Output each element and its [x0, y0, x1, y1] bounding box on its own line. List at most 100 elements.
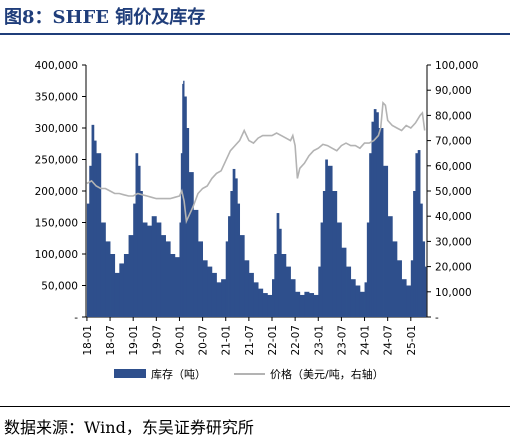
- x-tick-label: 22-01: [267, 325, 279, 356]
- inventory-bar: [135, 153, 139, 317]
- inventory-bar: [327, 165, 333, 317]
- left-tick-label: 100,000: [35, 249, 78, 261]
- inventory-bar: [392, 241, 398, 317]
- inventory-bar: [378, 128, 384, 317]
- inventory-bar: [114, 272, 120, 317]
- right-tick-label: 60,000: [435, 161, 472, 173]
- inventory-bar: [424, 266, 427, 317]
- inventory-bar: [359, 291, 365, 317]
- left-tick-label: -: [74, 312, 78, 324]
- inventory-bar: [110, 254, 116, 317]
- inventory-bar: [341, 247, 347, 317]
- legend-inventory-label: 库存（吨）: [151, 367, 206, 381]
- inventory-bar: [100, 222, 106, 317]
- right-tick-label: 90,000: [435, 85, 472, 97]
- inventory-bar: [415, 153, 419, 317]
- inventory-bar: [174, 257, 180, 317]
- right-tick-label: 100,000: [435, 60, 478, 72]
- inventory-bar: [207, 266, 213, 317]
- left-tick-label: 250,000: [35, 155, 78, 167]
- inventory-bar: [281, 254, 287, 317]
- inventory-bar: [230, 191, 234, 317]
- inventory-bar: [309, 293, 315, 317]
- inventory-bar: [406, 285, 412, 317]
- x-tick-label: 21-01: [221, 325, 233, 356]
- inventory-bar: [179, 222, 182, 317]
- inventory-bar: [318, 266, 321, 317]
- inventory-bar: [237, 203, 241, 317]
- x-tick-label: 24-01: [360, 325, 372, 356]
- inventory-bar: [160, 235, 166, 317]
- inventory-bar: [420, 203, 423, 317]
- x-axis: 18-01 18-07 19-01 19-07 20-01 20-07 21-01 21-07…: [82, 317, 418, 356]
- inventory-bar: [299, 294, 305, 317]
- inventory-bar: [248, 272, 254, 317]
- right-tick-label: 30,000: [435, 236, 472, 248]
- inventory-bar: [221, 279, 227, 317]
- inventory-bar: [373, 109, 377, 317]
- right-tick-label: 40,000: [435, 211, 472, 223]
- inventory-bar: [119, 263, 125, 317]
- inventory-bar: [170, 254, 176, 317]
- inventory-bar: [267, 294, 273, 317]
- inventory-bar: [410, 260, 414, 317]
- inventory-bar: [133, 203, 136, 317]
- legend-inventory-swatch: [114, 369, 146, 378]
- price-line-path: [86, 100, 426, 225]
- inventory-bar: [285, 266, 291, 317]
- left-tick-label: 350,000: [35, 92, 78, 104]
- x-tick-label: 19-01: [128, 325, 140, 356]
- inventory-bar: [165, 241, 171, 317]
- inventory-bar: [211, 272, 217, 317]
- x-tick-label: 20-07: [198, 325, 210, 356]
- right-tick-label: -: [435, 312, 439, 324]
- x-tick-label: 21-07: [244, 325, 256, 356]
- right-tick-label: 20,000: [435, 262, 472, 274]
- inventory-bar: [364, 282, 368, 317]
- inventory-bar: [262, 293, 268, 317]
- inventory-bar: [137, 165, 141, 317]
- inventory-bar: [142, 222, 148, 317]
- figure-title: 图8：SHFE 铜价及库存: [4, 7, 206, 28]
- inventory-bar: [91, 124, 95, 317]
- title-underline: [0, 33, 510, 35]
- inventory-bar: [371, 121, 375, 317]
- inventory-bar: [387, 216, 393, 317]
- inventory-bar: [383, 165, 389, 317]
- inventory-bar: [346, 266, 352, 317]
- left-tick-label: 400,000: [35, 60, 78, 72]
- inventory-bar: [151, 216, 157, 317]
- inventory-bar: [105, 241, 111, 317]
- right-tick-label: 50,000: [435, 186, 472, 198]
- inventory-bar: [182, 83, 184, 318]
- inventory-bar: [228, 216, 231, 317]
- inventory-bar: [350, 279, 356, 317]
- inventory-bar: [216, 282, 222, 317]
- inventory-bar: [304, 291, 310, 317]
- x-tick-label: 22-07: [290, 325, 302, 356]
- inventory-bar: [366, 222, 370, 317]
- inventory-bar: [156, 222, 162, 317]
- inventory-bar: [244, 260, 250, 317]
- x-tick-label: 20-01: [174, 325, 186, 356]
- inventory-bar: [147, 225, 153, 317]
- inventory-bar: [369, 153, 372, 317]
- inventory-bar: [413, 191, 416, 317]
- x-tick-label: 24-07: [383, 325, 395, 356]
- inventory-bar: [96, 153, 102, 317]
- inventory-bar: [290, 279, 296, 317]
- inventory-bar: [313, 294, 319, 317]
- inventory-bar: [239, 235, 245, 317]
- inventory-bar: [225, 241, 229, 317]
- right-tick-label: 70,000: [435, 136, 472, 148]
- figure-header: 图8：SHFE 铜价及库存: [0, 0, 510, 35]
- inventory-bar: [93, 140, 97, 317]
- x-tick-label: 18-01: [82, 325, 94, 356]
- right-tick-label: 80,000: [435, 110, 472, 122]
- inventory-bar: [295, 291, 301, 317]
- inventory-bar: [186, 128, 190, 317]
- left-axis: - 50,000 100,000 150,000 200,000 250,000 300,0…: [35, 60, 86, 324]
- inventory-bar: [332, 191, 338, 317]
- price-line: [86, 100, 426, 225]
- left-tick-label: 300,000: [35, 123, 78, 135]
